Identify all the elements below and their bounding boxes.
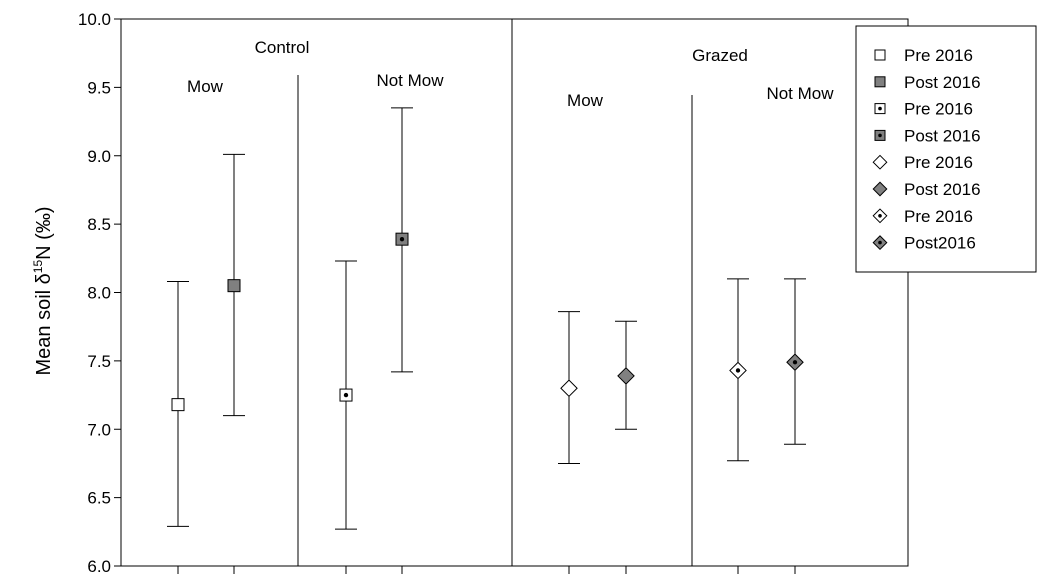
- y-axis-label-superscript: 15: [31, 260, 45, 274]
- marker-diamond: [872, 181, 888, 197]
- marker-dot: [735, 368, 741, 373]
- marker-dot: [792, 360, 798, 365]
- marker-square: [874, 49, 886, 61]
- data-point-7: [727, 278, 749, 462]
- legend-box: [855, 25, 1037, 273]
- y-tick-label: 9.5: [87, 78, 111, 97]
- group-label-top: Control: [255, 38, 310, 57]
- y-tick-label: 7.0: [87, 420, 111, 439]
- legend-label: Post 2016: [904, 73, 981, 92]
- legend-label: Pre 2016: [904, 153, 973, 172]
- data-point-4: [391, 107, 413, 373]
- marker-dot: [878, 133, 882, 138]
- y-tick-label: 8.5: [87, 215, 111, 234]
- data-point-6: [615, 320, 637, 430]
- marker-dot: [878, 106, 882, 111]
- group-labels: Control Mow Not Mow Grazed Mow Not Mow: [187, 38, 834, 110]
- data-point-2: [223, 153, 245, 417]
- marker-dot: [878, 214, 882, 218]
- marker-diamond: [617, 367, 635, 385]
- marker-square: [874, 76, 886, 88]
- data-points: [167, 107, 806, 530]
- group-label-sub: Mow: [187, 77, 224, 96]
- legend-label: Pre 2016: [904, 207, 973, 226]
- legend-label: Post 2016: [904, 180, 981, 199]
- group-label-sub: Not Mow: [376, 71, 444, 90]
- legend-label: Post 2016: [904, 126, 981, 145]
- legend-entry: Post 2016: [872, 180, 981, 199]
- group-label-sub: Not Mow: [766, 84, 834, 103]
- legend-label: Pre 2016: [904, 100, 973, 119]
- y-axis-label: Mean soil δ15N (‰): [31, 207, 55, 376]
- legend-entry: Pre 2016: [874, 100, 973, 119]
- marker-square: [171, 398, 185, 412]
- legend-label: Pre 2016: [904, 46, 973, 65]
- legend: Pre 2016 Post 2016 Pre 2016 Post 2016 Pre 20…: [855, 25, 1037, 273]
- y-tick-label: 7.5: [87, 352, 111, 371]
- data-point-1: [167, 281, 189, 527]
- group-label-top: Grazed: [692, 46, 748, 65]
- y-tick-label: 6.0: [87, 557, 111, 576]
- marker-diamond: [872, 154, 888, 170]
- legend-entry: Post 2016: [874, 73, 981, 92]
- data-point-5: [558, 311, 580, 464]
- legend-entry: Post2016: [872, 234, 976, 253]
- marker-dot: [399, 237, 405, 242]
- legend-entry: Pre 2016: [872, 153, 973, 172]
- legend-entry: Post 2016: [874, 126, 981, 145]
- legend-entry: Pre 2016: [872, 207, 973, 226]
- legend-entry: Pre 2016: [874, 46, 973, 65]
- y-tick-label: 6.5: [87, 489, 111, 508]
- data-point-3: [335, 260, 357, 530]
- data-point-8: [784, 278, 806, 445]
- marker-diamond: [560, 379, 578, 398]
- marker-square: [227, 279, 241, 293]
- y-axis: 6.0 6.5 7.0 7.5 8.0 8.5 9.0 9.5 10.0: [78, 10, 121, 576]
- y-tick-label: 10.0: [78, 10, 111, 29]
- x-axis: [177, 566, 796, 574]
- legend-label: Post2016: [904, 234, 976, 253]
- y-tick-label: 9.0: [87, 147, 111, 166]
- marker-dot: [878, 240, 882, 245]
- marker-dot: [343, 392, 349, 398]
- group-label-sub: Mow: [567, 91, 604, 110]
- y-tick-label: 8.0: [87, 284, 111, 303]
